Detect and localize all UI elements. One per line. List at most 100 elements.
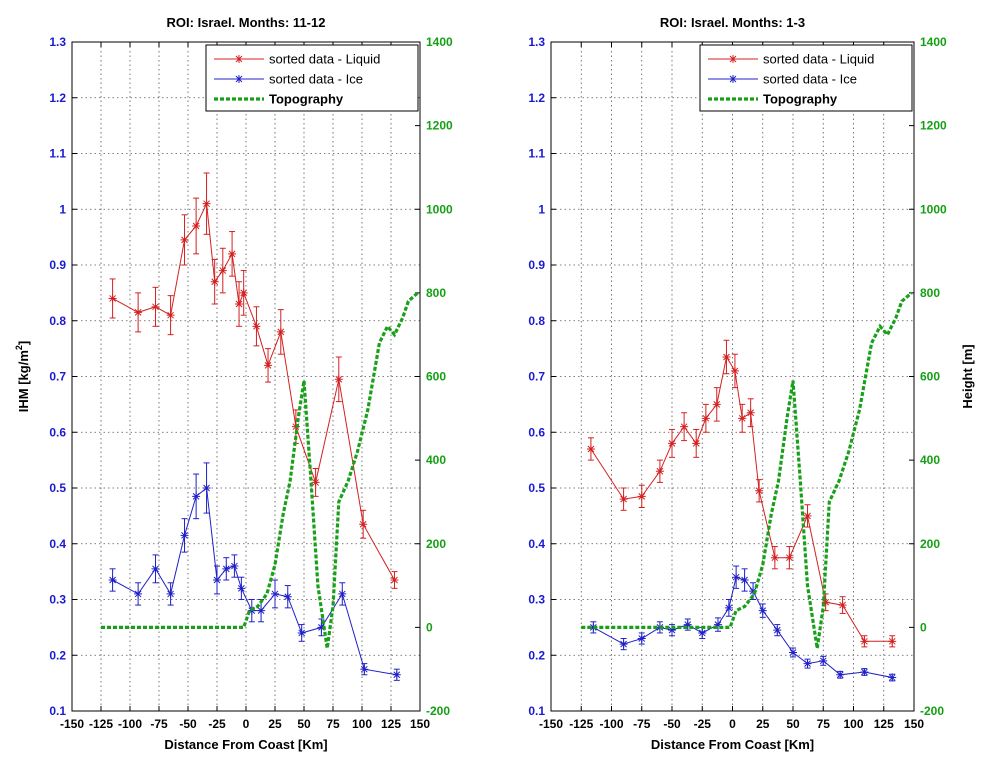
y-right-tick-label: 1000 [920,202,947,216]
x-tick-label: -75 [633,717,651,731]
data-point [235,300,244,309]
x-tick-label: 150 [904,717,924,731]
data-point [740,575,749,584]
y-left-tick-label: 1 [538,202,545,216]
series-ice [589,565,897,682]
legend-swatch-marker [235,55,243,63]
data-point [192,221,201,230]
data-point [888,637,897,646]
data-point [108,294,117,303]
x-tick-label: 75 [326,717,340,731]
legend-swatch-marker [235,75,243,83]
x-tick-label: 0 [729,717,736,731]
y-left-tick-label: 0.4 [528,537,545,551]
data-point [730,366,739,375]
y-left-tick-label: 1 [59,202,66,216]
x-tick-label: -150 [539,717,563,731]
data-point [359,520,368,529]
y-left-axis-label-text: IHM [kg/m [16,350,31,412]
data-point [222,564,231,573]
data-point [134,308,143,317]
y-left-axis-label-sup: 2 [14,345,24,350]
data-point [166,589,175,598]
x-tick-label: 25 [756,717,770,731]
data-point [237,584,246,593]
data-point [838,601,847,610]
y-left-tick-label: 0.7 [49,370,66,384]
data-point [283,592,292,601]
y-left-axis-label: IHM [kg/m2] [14,341,31,412]
y-right-tick-label: 800 [920,286,940,300]
data-point [151,302,160,311]
data-point [257,606,266,615]
y-right-tick-label: 800 [426,286,446,300]
data-point [698,628,707,637]
y-left-tick-label: 0.8 [49,314,66,328]
data-point [202,484,211,492]
y-left-tick-label: 0.5 [528,481,545,495]
series-line [112,201,395,581]
chart-panel-right: -150 -125 -100 -75 -50 -25 0 25 50 75 100 125 150 0.1… [528,15,975,752]
topography-line [581,291,913,649]
chart-title: ROI: Israel. Months: 1-3 [660,15,805,30]
data-point [180,531,189,540]
data-point [755,486,764,495]
y-left-tick-label: 0.9 [49,258,66,272]
y-left-tick-label: 0.2 [528,648,545,662]
x-axis-label: Distance From Coast [Km] [164,737,327,752]
data-point [390,575,399,584]
data-point [134,589,143,598]
y-right-tick-label: 0 [920,620,927,634]
data-point [732,573,741,582]
data-point [803,659,812,668]
data-point [785,553,794,562]
data-point [264,361,273,370]
y-right-tick-label: 600 [426,370,446,384]
y-left-tick-label: 1.2 [49,91,66,105]
data-point [619,640,628,649]
y-left-tick-label: 0.3 [49,593,66,607]
x-tick-label: -125 [569,717,593,731]
data-point [836,670,845,679]
y-left-tick-label: 0.5 [49,481,66,495]
x-tick-label: 75 [817,717,831,731]
data-point [770,553,779,562]
y-right-tick-label: 400 [920,453,940,467]
data-point [619,495,628,504]
data-point [276,327,285,336]
y-left-tick-label: 1.3 [49,35,66,49]
data-point [637,634,646,643]
topography-line [101,291,419,649]
data-point [239,288,248,297]
data-point [773,626,782,635]
y-right-tick-label: -200 [426,704,450,718]
x-tick-label: -50 [179,717,197,731]
data-point [228,249,237,258]
data-point [701,414,710,423]
data-point [749,587,758,596]
data-point [180,235,189,244]
data-point [668,439,676,448]
data-point [218,266,227,275]
data-point [230,562,239,571]
data-point [151,564,160,573]
data-point [680,422,689,431]
y-right-tick-label: 1200 [426,119,453,133]
data-point [297,628,306,637]
x-tick-label: -100 [118,717,142,731]
data-point [712,400,721,409]
y-left-tick-label: 0.9 [528,258,545,272]
data-point [334,375,343,384]
data-point [338,589,347,598]
data-point [637,492,646,501]
data-point [803,511,812,520]
series-liquid [108,172,399,589]
data-point [586,444,595,453]
data-point [746,408,755,417]
x-tick-label: -50 [663,717,681,731]
x-tick-label: 100 [352,717,372,731]
data-point [311,478,320,487]
y-left-tick-label: 1.1 [49,147,66,161]
series-topography [101,291,419,649]
y-right-tick-label: 600 [920,370,940,384]
